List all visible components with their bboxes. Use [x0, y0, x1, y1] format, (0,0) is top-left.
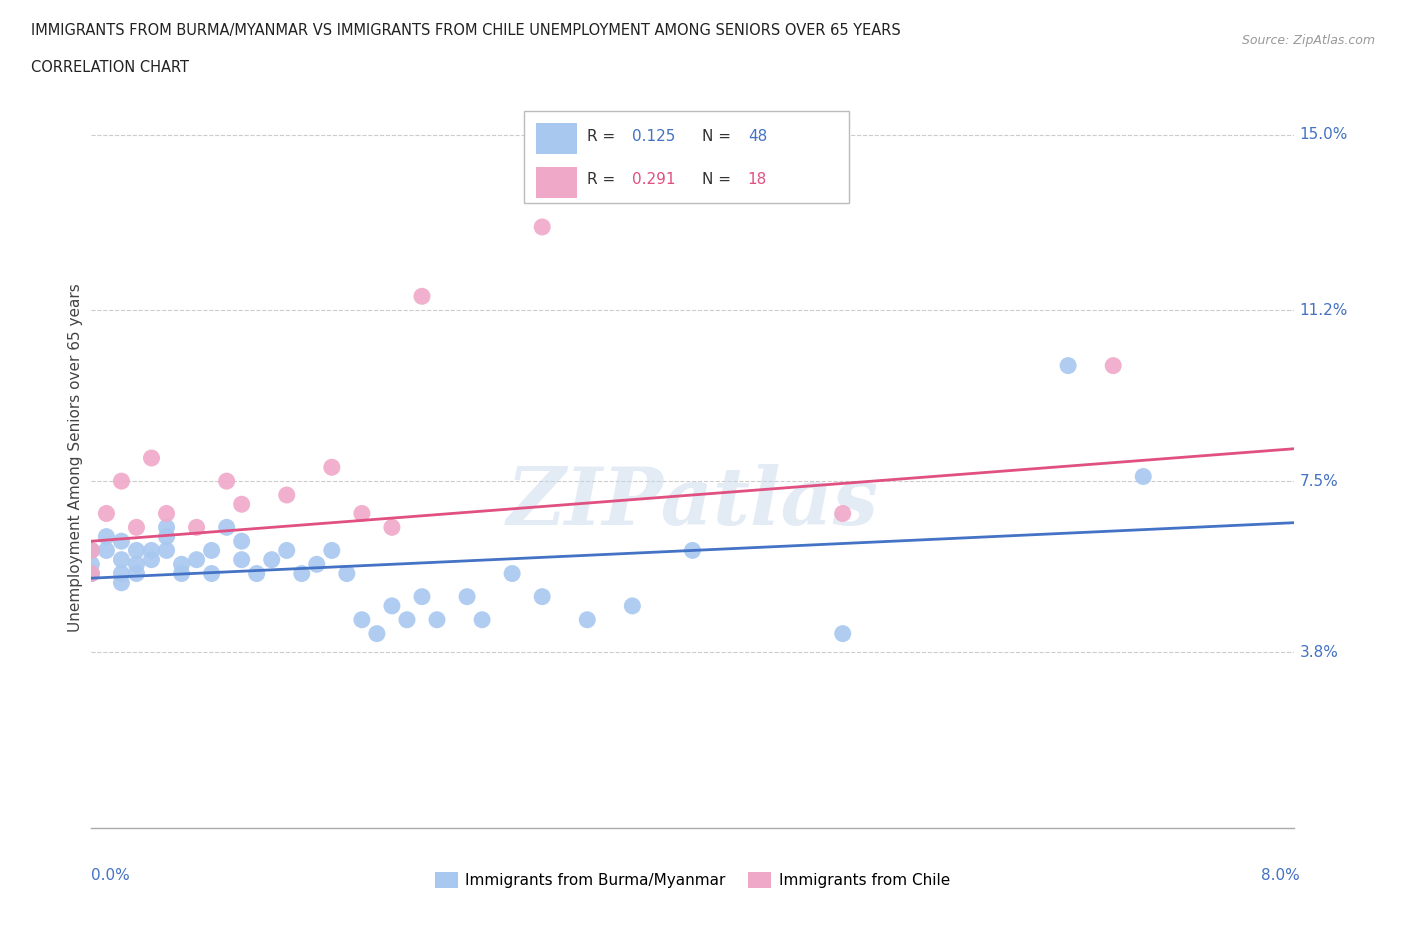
Point: [350, 612, 373, 627]
Point: [155, 506, 177, 521]
Point: [321, 543, 343, 558]
Point: [366, 626, 388, 641]
Point: [186, 520, 208, 535]
Text: Source: ZipAtlas.com: Source: ZipAtlas.com: [1241, 34, 1375, 47]
Point: [621, 599, 644, 614]
Text: N =: N =: [702, 129, 735, 144]
Point: [201, 566, 224, 581]
Point: [80, 566, 103, 581]
Point: [576, 612, 599, 627]
Text: CORRELATION CHART: CORRELATION CHART: [31, 60, 188, 75]
Point: [125, 566, 148, 581]
Y-axis label: Unemployment Among Seniors over 65 years: Unemployment Among Seniors over 65 years: [67, 284, 83, 632]
Point: [681, 543, 703, 558]
Point: [291, 566, 314, 581]
Point: [276, 543, 298, 558]
Point: [260, 552, 283, 567]
Text: N =: N =: [702, 172, 735, 187]
Point: [231, 497, 253, 512]
FancyBboxPatch shape: [536, 166, 576, 197]
Point: [110, 534, 132, 549]
Point: [125, 543, 148, 558]
Point: [110, 473, 132, 488]
Point: [381, 520, 404, 535]
Text: ZIPatlas: ZIPatlas: [506, 464, 879, 541]
Point: [201, 543, 224, 558]
Point: [186, 552, 208, 567]
Point: [276, 487, 298, 502]
Point: [231, 534, 253, 549]
Point: [531, 219, 554, 234]
Text: R =: R =: [586, 129, 620, 144]
Point: [80, 543, 103, 558]
Point: [96, 529, 118, 544]
Point: [456, 590, 478, 604]
Point: [80, 543, 103, 558]
Point: [110, 566, 132, 581]
Point: [110, 576, 132, 591]
Point: [80, 557, 103, 572]
Point: [1132, 469, 1154, 484]
Text: 0.0%: 0.0%: [91, 869, 131, 883]
Point: [170, 557, 193, 572]
Text: 0.291: 0.291: [633, 172, 676, 187]
FancyBboxPatch shape: [536, 123, 576, 154]
Point: [96, 506, 118, 521]
Point: [426, 612, 449, 627]
Point: [831, 626, 853, 641]
Legend: Immigrants from Burma/Myanmar, Immigrants from Chile: Immigrants from Burma/Myanmar, Immigrant…: [429, 866, 956, 894]
Point: [215, 520, 238, 535]
Point: [141, 451, 163, 466]
Point: [125, 520, 148, 535]
Text: 8.0%: 8.0%: [1261, 869, 1299, 883]
Text: 3.8%: 3.8%: [1299, 644, 1339, 659]
Point: [305, 557, 328, 572]
Point: [110, 552, 132, 567]
Point: [141, 543, 163, 558]
Point: [155, 529, 177, 544]
Point: [350, 506, 373, 521]
Point: [215, 473, 238, 488]
Text: 15.0%: 15.0%: [1299, 127, 1348, 142]
Point: [1102, 358, 1125, 373]
Point: [471, 612, 494, 627]
Point: [501, 566, 523, 581]
Point: [411, 590, 433, 604]
Point: [96, 543, 118, 558]
Point: [531, 590, 554, 604]
Point: [170, 566, 193, 581]
Text: 18: 18: [748, 172, 768, 187]
Point: [1057, 358, 1080, 373]
Point: [155, 520, 177, 535]
Point: [831, 506, 853, 521]
Point: [381, 599, 404, 614]
Point: [155, 543, 177, 558]
Point: [411, 289, 433, 304]
FancyBboxPatch shape: [524, 111, 849, 203]
Text: 11.2%: 11.2%: [1299, 302, 1348, 318]
Point: [141, 552, 163, 567]
Point: [231, 552, 253, 567]
Point: [246, 566, 269, 581]
Point: [336, 566, 359, 581]
Point: [395, 612, 418, 627]
Point: [80, 566, 103, 581]
Text: 7.5%: 7.5%: [1299, 473, 1339, 488]
Point: [321, 459, 343, 474]
Text: IMMIGRANTS FROM BURMA/MYANMAR VS IMMIGRANTS FROM CHILE UNEMPLOYMENT AMONG SENIOR: IMMIGRANTS FROM BURMA/MYANMAR VS IMMIGRA…: [31, 23, 901, 38]
Text: 48: 48: [748, 129, 768, 144]
Text: R =: R =: [586, 172, 620, 187]
Text: 0.125: 0.125: [633, 129, 676, 144]
Point: [125, 557, 148, 572]
